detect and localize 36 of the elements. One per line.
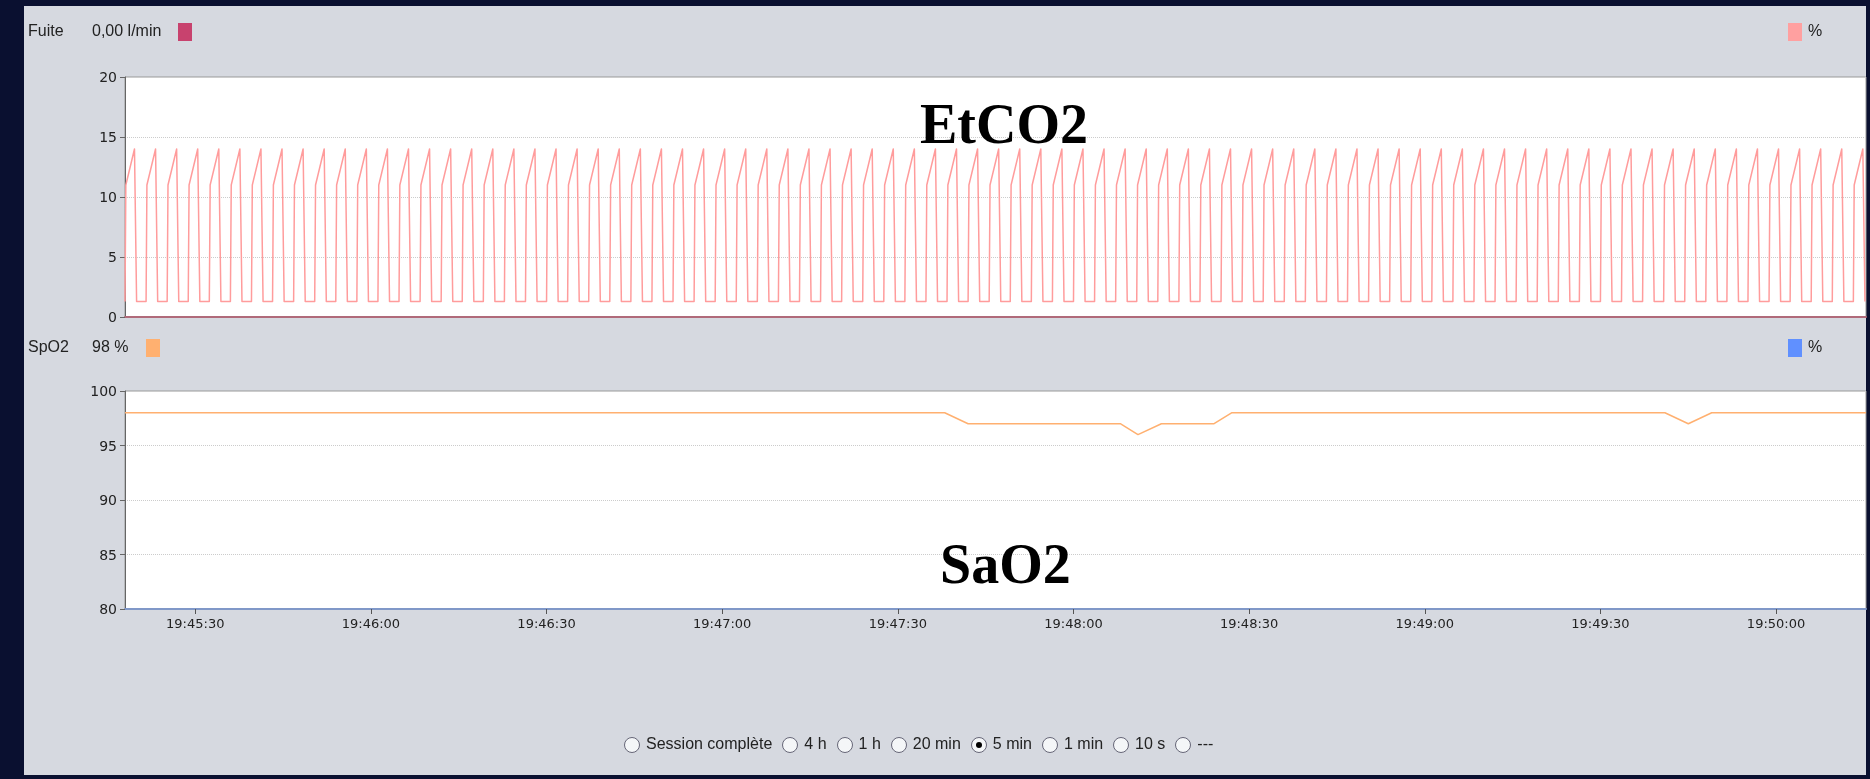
y-tick-label: 20 [99, 69, 117, 85]
y-tick-label: 10 [99, 189, 117, 205]
text: 20 min [912, 735, 961, 753]
text: 1 h [858, 735, 881, 753]
x-tick-label: 19:46:30 [517, 616, 576, 631]
annotation: SaO2 [940, 532, 1071, 596]
y-tick-label: 80 [99, 601, 117, 617]
text: 10 s [1135, 735, 1166, 753]
x-tick-label: 19:48:30 [1219, 616, 1279, 631]
text: SpO2 [28, 338, 69, 356]
text: 98 % [92, 338, 129, 356]
y-tick-label: 0 [108, 309, 117, 325]
text: 5 min [992, 735, 1032, 753]
text: % [1808, 22, 1823, 40]
text: 0,00 l/min [92, 22, 162, 40]
text: Session complète [646, 735, 773, 753]
x-tick-label: 19:49:00 [1395, 616, 1454, 631]
x-tick-label: 19:47:00 [692, 616, 752, 631]
x-tick-label: 19:49:30 [1571, 616, 1630, 631]
y-tick-label: 90 [99, 492, 117, 508]
x-tick-label: 19:47:30 [868, 616, 928, 631]
x-tick-label: 19:50:00 [1746, 616, 1806, 631]
y-tick-label: 85 [99, 546, 117, 563]
y-tick-label: 15 [99, 129, 117, 145]
x-tick-label: 19:48:00 [1044, 616, 1103, 631]
x-tick-label: 19:45:30 [166, 616, 225, 631]
text: --- [1197, 735, 1214, 753]
text: % [1808, 338, 1823, 356]
y-tick-label: 5 [108, 249, 117, 265]
text: 4 h [804, 735, 827, 753]
y-tick-label: 100 [90, 383, 117, 399]
annotation: EtCO2 [920, 92, 1088, 156]
text: Fuite [28, 22, 64, 40]
x-tick-label: 19:46:00 [341, 616, 401, 631]
y-tick-label: 95 [99, 437, 117, 454]
text: 1 min [1063, 735, 1104, 753]
